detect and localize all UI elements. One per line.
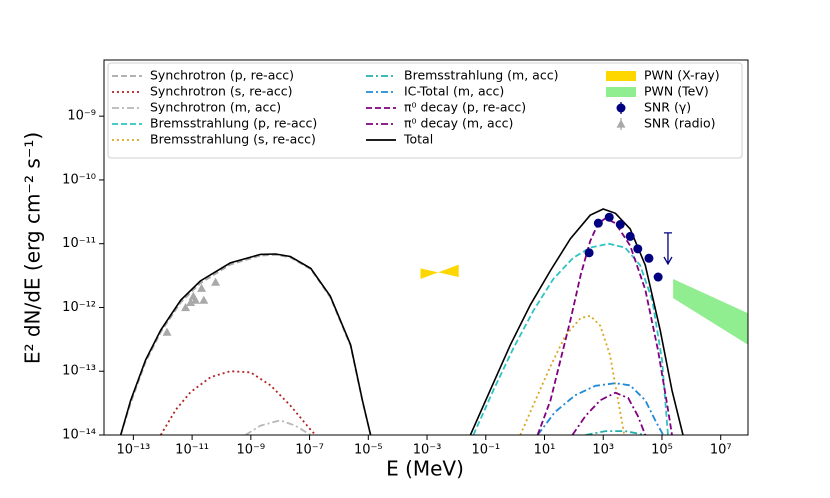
axes-frame [103, 59, 749, 436]
legend-frame [107, 62, 743, 159]
legend-label: SNR (γ) [644, 100, 691, 115]
marker [615, 220, 625, 230]
marker [181, 302, 191, 312]
marker [633, 244, 643, 254]
legend-swatch [606, 71, 636, 81]
marker [644, 253, 654, 263]
curve [119, 253, 372, 435]
legend-swatch [606, 87, 636, 97]
legend-swatch [616, 103, 626, 113]
x-tick-label: 10⁻³ [413, 443, 442, 458]
legend-label: Bremsstrahlung (p, re-acc) [150, 116, 317, 131]
curve [519, 314, 626, 435]
marker [604, 212, 614, 222]
x-tick-label: 10⁵ [651, 443, 673, 458]
marker [211, 277, 221, 286]
x-axis-label: E (MeV) [386, 457, 464, 481]
x-tick-label: 10¹ [534, 443, 556, 458]
y-tick-label: 10⁻¹⁰ [62, 172, 96, 187]
legend-label: π⁰ decay (p, re-acc) [404, 100, 526, 115]
legend-label: Total [403, 132, 433, 147]
y-tick-label: 10⁻¹³ [62, 364, 96, 379]
x-tick-label: 10³ [592, 443, 614, 458]
marker [197, 283, 207, 292]
x-tick-label: 10⁻⁵ [354, 443, 383, 458]
legend-label: Synchrotron (p, re-acc) [150, 68, 294, 83]
legend-label: Bremsstrahlung (s, re-acc) [150, 132, 316, 147]
band [673, 278, 748, 345]
legend-label: PWN (X-ray) [644, 68, 720, 83]
marker [162, 327, 172, 336]
curve [585, 430, 646, 435]
curve [536, 382, 664, 435]
upper-limit [663, 232, 673, 266]
marker [190, 295, 200, 304]
curve [119, 208, 684, 435]
y-tick-label: 10⁻⁹ [67, 109, 96, 124]
marker [593, 218, 603, 228]
legend-label: Synchrotron (s, re-acc) [150, 84, 293, 99]
y-axis-label: E² dN/dE (erg cm⁻² s⁻¹) [21, 132, 45, 364]
curve [245, 419, 312, 435]
marker [653, 272, 663, 282]
legend-label: Bremsstrahlung (m, acc) [404, 68, 558, 83]
x-tick-label: 10⁻¹¹ [175, 443, 209, 458]
legend-label: SNR (radio) [644, 116, 716, 131]
x-tick-label: 10⁻¹³ [116, 443, 150, 458]
legend-label: Synchrotron (m, acc) [150, 100, 281, 115]
legend-label: π⁰ decay (m, acc) [404, 116, 513, 131]
legend-label: IC-Total (m, acc) [404, 84, 504, 99]
plot-area [119, 208, 748, 435]
x-tick-label: 10⁻⁷ [295, 443, 324, 458]
curve [159, 370, 317, 435]
marker [199, 295, 209, 304]
curve [571, 391, 647, 435]
legend-swatch [616, 119, 626, 128]
curve [472, 242, 669, 435]
marker [186, 297, 196, 307]
y-tick-label: 10⁻¹¹ [62, 236, 96, 251]
curve [536, 217, 673, 435]
y-tick-label: 10⁻¹⁴ [62, 428, 96, 443]
y-tick-label: 10⁻¹² [62, 300, 96, 315]
band [420, 264, 459, 279]
marker [584, 248, 594, 258]
x-tick-label: 10⁷ [710, 443, 732, 458]
marker [625, 231, 635, 241]
legend-label: PWN (TeV) [644, 84, 709, 99]
x-tick-label: 10⁻⁹ [237, 443, 266, 458]
x-tick-label: 10⁻¹ [471, 443, 500, 458]
